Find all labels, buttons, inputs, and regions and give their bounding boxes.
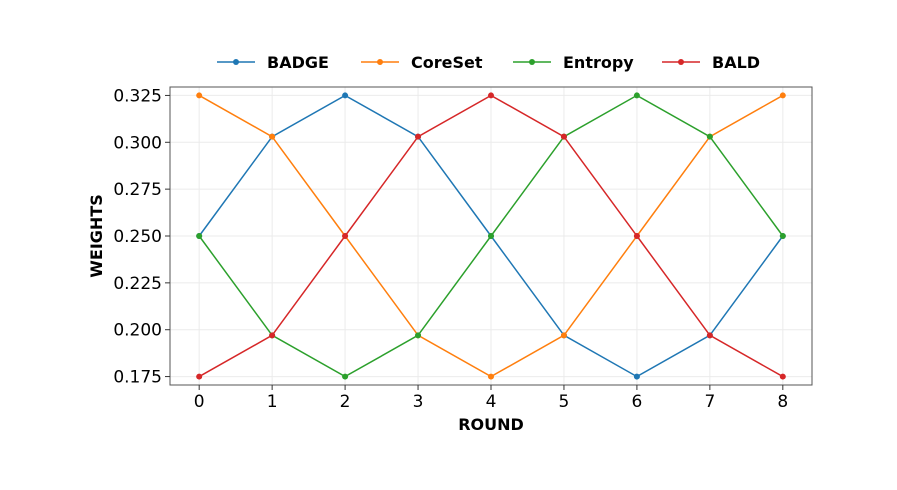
x-axis-label: ROUND: [458, 415, 524, 434]
x-tick-label: 0: [194, 392, 205, 412]
legend-marker: [233, 59, 239, 65]
legend: BADGE CoreSet Entropy BALD: [217, 53, 760, 72]
data-point-entropy: [633, 92, 640, 99]
legend-marker: [529, 59, 535, 65]
y-tick-label: 0.325: [113, 86, 162, 106]
data-point-bald: [633, 233, 640, 239]
legend-item-badge: BADGE: [217, 53, 329, 72]
data-point-coreset: [196, 92, 203, 99]
data-point-coreset: [269, 133, 276, 140]
y-axis: 0.175 0.200 0.225 0.250 0.275 0.300 0.325: [113, 86, 170, 388]
data-point-entropy: [706, 133, 713, 140]
data-point-entropy: [779, 233, 786, 239]
x-tick-label: 8: [777, 392, 788, 412]
data-point-bald: [196, 373, 203, 380]
y-tick-label: 0.175: [113, 368, 162, 388]
x-tick-label: 7: [704, 392, 715, 412]
data-point-entropy: [488, 233, 494, 239]
data-point-bald: [415, 133, 422, 140]
legend-label: Entropy: [563, 53, 634, 72]
series-bald: [196, 92, 786, 380]
data-point-bald: [269, 332, 276, 339]
x-axis: 0 1 2 3 4 5 6 7 8: [194, 385, 788, 412]
data-point-coreset: [488, 373, 494, 380]
series-group: [196, 92, 786, 380]
data-point-bald: [488, 92, 494, 99]
x-tick-label: 3: [413, 392, 424, 412]
data-point-entropy: [415, 332, 422, 339]
legend-marker: [377, 59, 383, 65]
data-point-badge: [342, 92, 349, 99]
y-tick-label: 0.225: [113, 274, 162, 294]
y-tick-label: 0.275: [113, 180, 162, 200]
legend-item-entropy: Entropy: [513, 53, 634, 72]
data-point-entropy: [342, 373, 349, 380]
data-point-bald: [560, 133, 567, 140]
data-point-entropy: [196, 233, 203, 239]
legend-item-coreset: CoreSet: [361, 53, 483, 72]
data-point-bald: [706, 332, 713, 339]
x-tick-label: 2: [340, 392, 351, 412]
y-tick-label: 0.300: [113, 133, 162, 153]
y-tick-label: 0.200: [113, 321, 162, 341]
legend-label: BALD: [712, 53, 760, 72]
legend-label: BADGE: [267, 53, 329, 72]
x-tick-label: 6: [631, 392, 642, 412]
data-point-badge: [633, 373, 640, 380]
y-tick-label: 0.250: [113, 227, 162, 247]
y-axis-label: WEIGHTS: [87, 194, 106, 278]
x-tick-label: 5: [559, 392, 570, 412]
x-tick-label: 1: [267, 392, 278, 412]
data-point-coreset: [560, 332, 567, 339]
x-tick-label: 4: [486, 392, 497, 412]
legend-item-bald: BALD: [662, 53, 760, 72]
legend-label: CoreSet: [411, 53, 483, 72]
legend-marker: [678, 59, 684, 65]
data-point-bald: [779, 373, 786, 380]
data-point-coreset: [779, 92, 786, 99]
data-point-bald: [342, 233, 349, 239]
